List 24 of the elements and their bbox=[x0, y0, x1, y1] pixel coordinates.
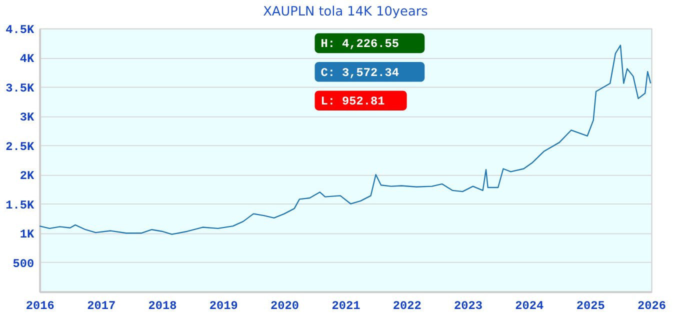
x-tick-label: 2024 bbox=[515, 298, 544, 313]
annotation: L: 952.81 bbox=[320, 94, 385, 109]
y-tick-label: 3K bbox=[20, 110, 36, 125]
x-tick-label: 2020 bbox=[270, 298, 299, 313]
y-tick-label: 3.5K bbox=[6, 81, 36, 96]
y-tick-label: 4.5K bbox=[6, 22, 36, 37]
x-tick-label: 2016 bbox=[26, 298, 54, 313]
x-tick-label: 2021 bbox=[332, 298, 360, 313]
x-tick-label: 2018 bbox=[148, 298, 177, 313]
x-tick-label: 2025 bbox=[576, 298, 605, 313]
x-tick-label: 2023 bbox=[454, 298, 482, 313]
y-tick-label: 4K bbox=[20, 52, 36, 66]
x-tick-label: 2017 bbox=[87, 298, 116, 313]
y-tick-label: 2K bbox=[20, 169, 36, 184]
y-tick-label: 2.5K bbox=[6, 140, 36, 154]
y-tick-label: 1.5K bbox=[6, 198, 36, 212]
x-tick-label: 2022 bbox=[392, 298, 422, 313]
y-tick-label: 1K bbox=[20, 228, 36, 242]
annotation: H: 4,226.55 bbox=[320, 37, 399, 52]
chart-title: XAUPLN tola 14K 10years bbox=[263, 4, 428, 20]
x-tick-label: 2019 bbox=[209, 298, 238, 313]
y-tick-label: 500 bbox=[12, 256, 34, 271]
annotation: C: 3,572.34 bbox=[320, 66, 399, 80]
x-tick-label: 2026 bbox=[638, 298, 666, 313]
